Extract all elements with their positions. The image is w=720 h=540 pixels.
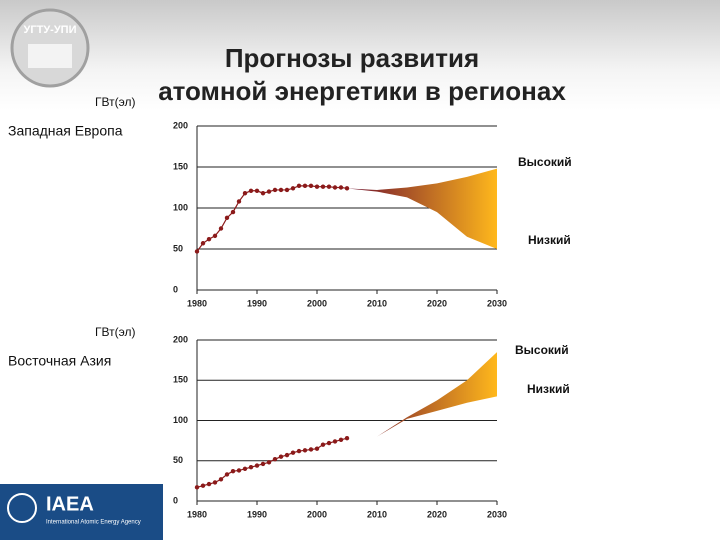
history-point xyxy=(314,184,320,189)
history-point xyxy=(248,464,254,470)
x-tick-label: 2000 xyxy=(307,509,327,519)
history-point xyxy=(326,184,332,189)
history-point xyxy=(296,183,302,189)
logo-building xyxy=(28,44,72,68)
history-point xyxy=(236,468,242,473)
series-label: Низкий xyxy=(527,382,570,396)
history-point xyxy=(284,452,290,458)
history-point xyxy=(200,241,206,246)
x-tick-label: 2030 xyxy=(487,509,507,519)
history-point xyxy=(194,485,200,490)
history-point xyxy=(338,185,344,190)
y-tick-label: 200 xyxy=(173,120,188,130)
series-label: Низкий xyxy=(528,233,571,247)
history-point xyxy=(326,440,332,446)
history-point xyxy=(242,191,248,196)
history-point xyxy=(224,215,230,221)
history-point xyxy=(290,450,296,455)
history-point xyxy=(266,189,272,194)
y-tick-label: 0 xyxy=(173,284,178,294)
history-point xyxy=(332,185,338,190)
region-label: Западная Европа xyxy=(8,123,123,139)
history-point xyxy=(212,480,218,485)
history-point xyxy=(218,477,224,482)
history-point xyxy=(314,446,320,451)
history-point xyxy=(278,187,284,193)
x-tick-label: 1980 xyxy=(187,509,207,519)
history-point xyxy=(344,186,350,191)
history-point xyxy=(200,483,206,488)
history-point xyxy=(230,469,236,474)
y-tick-label: 150 xyxy=(173,375,188,385)
y-tick-label: 150 xyxy=(173,161,188,171)
x-tick-label: 1990 xyxy=(247,509,267,519)
history-point xyxy=(278,454,284,459)
history-point xyxy=(296,448,302,454)
history-point xyxy=(308,447,314,452)
history-point xyxy=(302,448,308,453)
y-tick-label: 0 xyxy=(173,495,178,505)
history-line xyxy=(196,185,348,252)
history-point xyxy=(254,188,260,193)
history-point xyxy=(272,187,278,193)
history-point xyxy=(236,199,242,204)
history-point xyxy=(338,437,344,443)
y-tick-label: 100 xyxy=(173,202,188,212)
x-tick-label: 1980 xyxy=(187,298,207,308)
history-point xyxy=(206,236,212,242)
x-tick-label: 2030 xyxy=(487,298,507,308)
history-point xyxy=(272,456,278,462)
history-point xyxy=(332,439,338,444)
x-tick-label: 2020 xyxy=(427,509,447,519)
x-tick-label: 2010 xyxy=(367,509,387,519)
slide-title: атомной энергетики в регионах xyxy=(158,76,566,106)
history-point xyxy=(230,209,236,215)
series-label: Высокий xyxy=(515,343,569,357)
series-label: Высокий xyxy=(518,155,572,169)
logo-text: УГТУ-УПИ xyxy=(24,24,77,36)
x-tick-label: 1990 xyxy=(247,298,267,308)
x-tick-label: 2010 xyxy=(367,298,387,308)
y-tick-label: 50 xyxy=(173,243,183,253)
history-point xyxy=(194,249,200,254)
history-point xyxy=(320,184,326,189)
footer-emblem xyxy=(7,493,37,523)
history-point xyxy=(284,187,290,193)
y-axis-label: ГВт(эл) xyxy=(95,95,135,109)
history-point xyxy=(254,463,260,468)
history-point xyxy=(266,460,272,465)
footer-logo: IAEA xyxy=(46,493,94,515)
history-point xyxy=(290,186,296,191)
y-tick-label: 50 xyxy=(173,455,183,465)
history-point xyxy=(242,466,248,471)
history-point xyxy=(206,481,212,487)
y-tick-label: 200 xyxy=(173,334,188,344)
history-point xyxy=(344,436,350,441)
x-tick-label: 2000 xyxy=(307,298,327,308)
y-axis-label: ГВт(эл) xyxy=(95,325,135,339)
history-point xyxy=(260,191,266,196)
history-point xyxy=(212,233,218,239)
history-point xyxy=(224,472,230,477)
slide-title: Прогнозы развития xyxy=(225,43,479,73)
region-label: Восточная Азия xyxy=(8,353,111,369)
history-point xyxy=(248,188,254,193)
footer-logo-box xyxy=(0,484,163,540)
history-point xyxy=(260,461,266,467)
forecast-band xyxy=(347,168,497,249)
footer-subtitle: International Atomic Energy Agency xyxy=(46,520,141,526)
x-tick-label: 2020 xyxy=(427,298,447,308)
history-point xyxy=(302,183,308,189)
history-point xyxy=(218,226,224,231)
forecast-band xyxy=(347,352,497,439)
history-point xyxy=(308,183,314,189)
history-point xyxy=(320,442,326,447)
y-tick-label: 100 xyxy=(173,415,188,425)
